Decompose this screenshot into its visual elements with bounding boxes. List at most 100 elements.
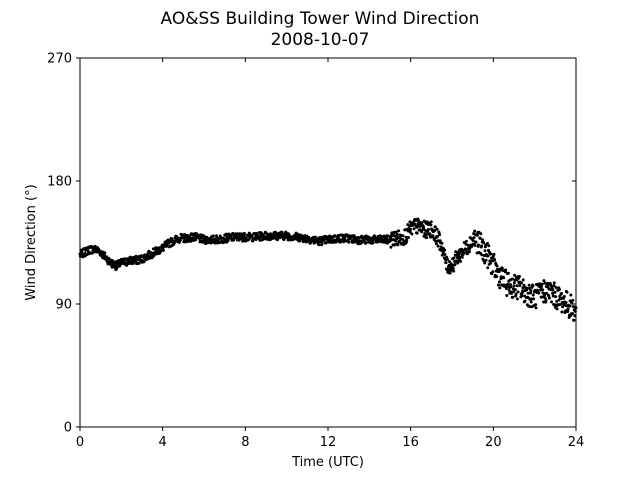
data-point: [486, 266, 490, 270]
data-point: [498, 286, 502, 290]
data-point: [459, 259, 463, 263]
data-point: [480, 244, 484, 248]
data-point: [561, 305, 565, 309]
data-point: [513, 273, 517, 277]
data-point: [431, 234, 435, 238]
data-point: [226, 238, 230, 242]
data-point: [151, 247, 155, 251]
data-point: [552, 281, 556, 285]
data-point: [483, 249, 487, 253]
data-point: [511, 295, 515, 299]
data-point: [520, 294, 524, 298]
data-point: [528, 305, 532, 309]
x-axis-ticks: 0 4 8 12 16 20 24: [76, 58, 584, 450]
data-point: [394, 230, 398, 234]
data-point: [435, 235, 439, 239]
data-point: [425, 236, 429, 240]
y-tick-label: 180: [47, 175, 72, 190]
data-point: [504, 268, 508, 272]
data-point: [396, 229, 400, 233]
data-point: [521, 278, 525, 282]
x-tick-label: 20: [485, 435, 502, 450]
data-point: [433, 225, 437, 229]
data-point: [464, 247, 468, 251]
data-point: [515, 284, 519, 288]
data-point: [452, 256, 456, 260]
data-point: [420, 221, 424, 225]
data-point: [531, 284, 535, 288]
data-point: [436, 244, 440, 248]
data-point: [516, 290, 520, 294]
data-point: [568, 304, 572, 308]
data-point: [322, 237, 326, 241]
data-point: [107, 257, 111, 261]
data-point: [560, 310, 564, 314]
data-point: [553, 290, 557, 294]
data-point: [451, 267, 455, 270]
data-point: [473, 243, 477, 247]
data-point: [491, 270, 495, 274]
data-point: [410, 232, 414, 236]
data-point: [510, 291, 514, 295]
data-point: [497, 280, 501, 284]
data-point: [93, 244, 97, 248]
data-point: [168, 240, 172, 244]
data-point: [159, 249, 163, 253]
data-point: [502, 276, 506, 280]
data-point: [406, 236, 410, 240]
chart-subtitle: 2008-10-07: [271, 30, 370, 50]
data-point: [481, 238, 485, 242]
data-point: [371, 241, 375, 245]
data-point: [504, 286, 508, 290]
data-point: [566, 309, 570, 313]
data-point: [534, 306, 538, 310]
x-tick-label: 4: [159, 435, 167, 450]
data-point: [555, 299, 559, 303]
data-point: [103, 251, 107, 255]
data-point: [242, 231, 246, 235]
data-point: [298, 239, 302, 243]
y-tick-label: 270: [47, 52, 72, 67]
x-tick-label: 0: [76, 435, 84, 450]
data-point: [527, 283, 531, 287]
data-point: [551, 291, 555, 295]
data-point: [571, 298, 575, 302]
data-point: [389, 245, 393, 249]
x-tick-label: 8: [241, 435, 249, 450]
data-point: [440, 241, 444, 245]
data-point: [495, 264, 499, 268]
data-point: [543, 294, 547, 297]
data-point: [416, 219, 420, 223]
data-point: [496, 283, 500, 287]
data-point: [550, 300, 554, 304]
data-point: [564, 301, 568, 305]
data-point: [562, 294, 566, 298]
data-point: [307, 235, 311, 239]
y-axis-ticks: 0 90 180 270: [47, 52, 576, 436]
data-point: [486, 254, 490, 258]
data-point: [453, 263, 457, 267]
data-point: [512, 290, 516, 294]
data-point: [362, 239, 366, 243]
data-point: [534, 303, 538, 307]
data-point: [443, 248, 447, 252]
data-point: [545, 291, 549, 295]
data-point: [460, 255, 464, 259]
data-point: [489, 252, 493, 256]
data-point: [484, 258, 488, 262]
data-point: [393, 242, 397, 246]
data-point: [396, 236, 400, 240]
data-point: [488, 259, 492, 263]
data-point: [313, 235, 317, 239]
data-point: [474, 240, 478, 244]
data-point: [551, 288, 555, 292]
data-point: [522, 283, 526, 287]
data-point: [88, 251, 92, 255]
data-point: [552, 284, 556, 288]
data-point: [527, 286, 531, 290]
data-point: [422, 226, 426, 230]
data-point: [471, 238, 475, 242]
data-point: [521, 286, 525, 290]
data-point: [540, 285, 544, 289]
data-point: [523, 299, 527, 303]
